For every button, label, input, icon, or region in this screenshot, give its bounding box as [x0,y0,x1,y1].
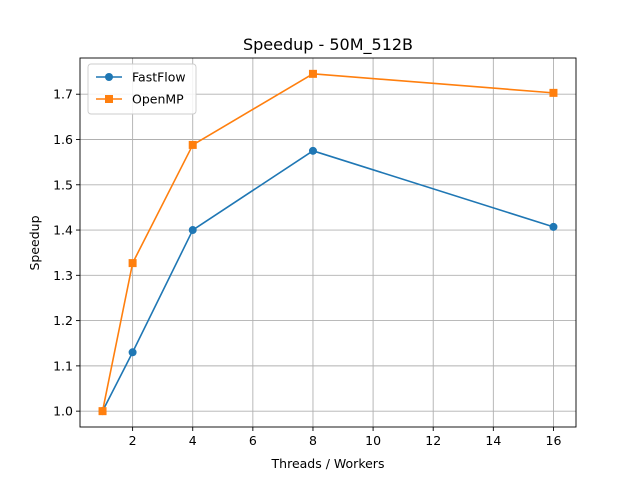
y-tick-label: 1.7 [53,87,73,102]
data-point [98,407,107,416]
grid [80,58,576,427]
y-tick-label: 1.0 [53,404,73,419]
x-tick-label: 4 [189,433,197,448]
plot-frame [79,57,577,428]
x-tick-label: 12 [425,433,441,448]
series-openmp [98,69,558,416]
chart-title: Speedup - 50M_512B [243,35,413,55]
series-layer [98,69,558,416]
legend-marker [105,73,113,81]
data-point [188,140,197,149]
y-tick-label: 1.4 [53,223,73,238]
x-tick-label: 16 [546,433,562,448]
y-tick-label: 1.1 [53,358,73,373]
legend-label: OpenMP [132,92,184,107]
x-tick-label: 2 [129,433,137,448]
x-tick-label: 14 [485,433,501,448]
ticks: 2 4 6 8 10 12 14 16 1.0 1.1 1.2 1.3 1.4 1.5 1.6 1.7 [53,87,561,448]
y-tick-label: 1.5 [53,177,73,192]
data-point [128,259,137,268]
data-point [188,226,197,235]
data-point [549,88,558,97]
data-point [128,348,137,357]
y-tick-label: 1.3 [53,268,73,283]
data-point [308,146,317,155]
legend-label: FastFlow [132,70,186,85]
data-point [308,69,317,78]
y-tick-label: 1.6 [53,132,73,147]
data-point [549,222,558,231]
y-axis-label: Speedup [27,215,42,270]
x-tick-label: 8 [309,433,317,448]
x-tick-label: 10 [365,433,381,448]
legend: FastFlow OpenMP [87,63,197,115]
x-tick-label: 6 [249,433,257,448]
legend-marker [105,95,113,103]
x-axis-label: Threads / Workers [271,456,385,471]
y-tick-label: 1.2 [53,313,73,328]
